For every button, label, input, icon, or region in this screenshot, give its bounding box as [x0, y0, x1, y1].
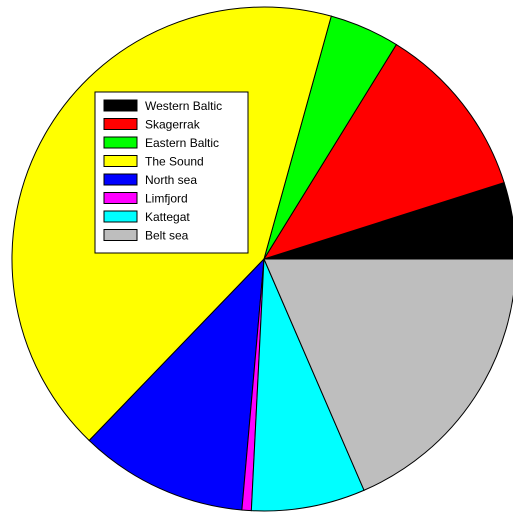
legend-swatch-north-sea [103, 173, 138, 186]
legend-swatch-kattegat [103, 210, 138, 223]
pie-slice-kattegat [250, 258, 365, 512]
legend-label-skagerrak: Skagerrak [145, 118, 201, 132]
pie-slice-north-sea [88, 257, 265, 511]
legend-label-kattegat: Kattegat [145, 210, 190, 224]
legend-label-the-sound: The Sound [145, 155, 204, 169]
legend-swatch-limfjord [103, 192, 138, 204]
legend-swatch-skagerrak [103, 118, 138, 130]
legend-label-belt-sea: Belt sea [145, 229, 189, 243]
legend-swatch-belt-sea [103, 229, 138, 241]
legend-label-eastern-baltic: Eastern Baltic [145, 136, 219, 150]
legend-label-western-baltic: Western Baltic [145, 99, 222, 113]
pie-slices [11, 6, 513, 512]
pie-slice-skagerrak [262, 43, 505, 260]
legend-items: Western Baltic Skagerrak Eastern Baltic The… [103, 99, 222, 243]
legend-swatch-western-baltic [103, 99, 138, 112]
legend-swatch-eastern-baltic [103, 136, 138, 149]
legend-swatch-the-sound [103, 155, 138, 167]
legend: Western Baltic Skagerrak Eastern Baltic The… [94, 91, 249, 254]
legend-label-limfjord: Limfjord [145, 192, 188, 206]
legend-label-north-sea: North sea [145, 173, 197, 187]
pie-slice-belt-sea [263, 258, 513, 491]
